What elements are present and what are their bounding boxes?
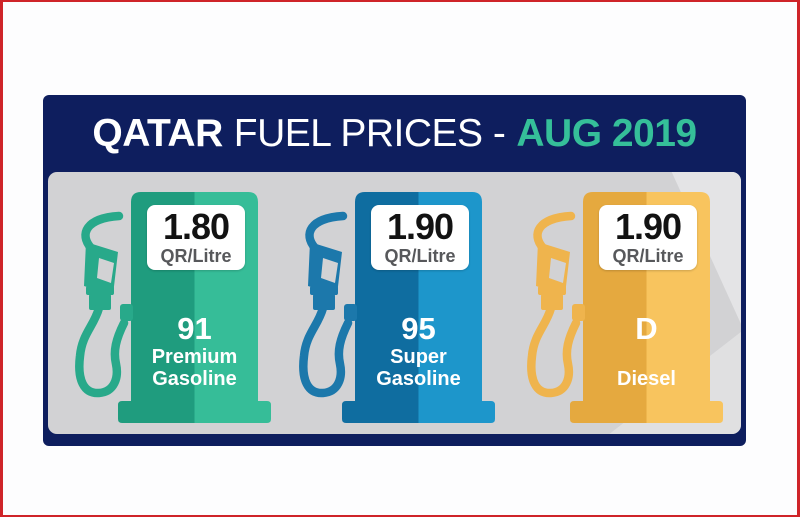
grade-label: 91: [177, 311, 212, 346]
price-unit: QR/Litre: [612, 246, 684, 266]
infographic-card: QATAR FUEL PRICES - AUG 2019: [43, 95, 746, 446]
fuel-panel: 1.80 QR/Litre 91 Premium Gasoline: [48, 172, 741, 434]
pump-name-line1: Super: [390, 346, 447, 368]
pump-name-line1: Premium: [151, 346, 238, 368]
pump-base-light: [418, 401, 495, 423]
pump-base-dark: [118, 401, 195, 423]
pump-base-dark: [342, 401, 419, 423]
pump-nozzle-icon: [527, 211, 585, 398]
price-value: 1.80: [162, 206, 230, 247]
title-qatar: QATAR: [92, 111, 223, 155]
pump-card-diesel: 1.90 QR/Litre D Diesel: [525, 192, 725, 424]
pump-base-dark: [570, 401, 647, 423]
title-period: AUG 2019: [516, 111, 697, 155]
pump-name-line2: Gasoline: [376, 368, 461, 390]
pump-name-line2: Gasoline: [152, 368, 237, 390]
pump-card-super-gasoline: 1.90 QR/Litre 95 Super Gasoline: [297, 192, 497, 424]
pump-name: Premium Gasoline: [116, 342, 273, 390]
price-badge: 1.90 QR/Litre: [599, 205, 697, 270]
pump-name: Super Gasoline: [340, 342, 497, 390]
price-badge: 1.80 QR/Litre: [147, 205, 245, 270]
price-unit: QR/Litre: [384, 246, 456, 266]
header-title: QATAR FUEL PRICES - AUG 2019: [43, 95, 746, 172]
pump-nozzle-icon: [299, 211, 357, 398]
price-unit: QR/Litre: [160, 246, 232, 266]
pump-base-light: [194, 401, 271, 423]
price-value: 1.90: [386, 206, 454, 247]
pump-card-premium-gasoline: 1.80 QR/Litre 91 Premium Gasoline: [73, 192, 273, 424]
grade-label: D: [635, 311, 658, 346]
grade-label: 95: [401, 311, 436, 346]
title-fuel-prices: FUEL PRICES -: [233, 111, 506, 155]
price-value: 1.90: [614, 206, 682, 247]
pump-nozzle-icon: [75, 211, 133, 398]
pump-base-light: [646, 401, 723, 423]
price-badge: 1.90 QR/Litre: [371, 205, 469, 270]
pump-name: Diesel: [568, 342, 725, 390]
pump-name-line2: Diesel: [617, 368, 676, 390]
